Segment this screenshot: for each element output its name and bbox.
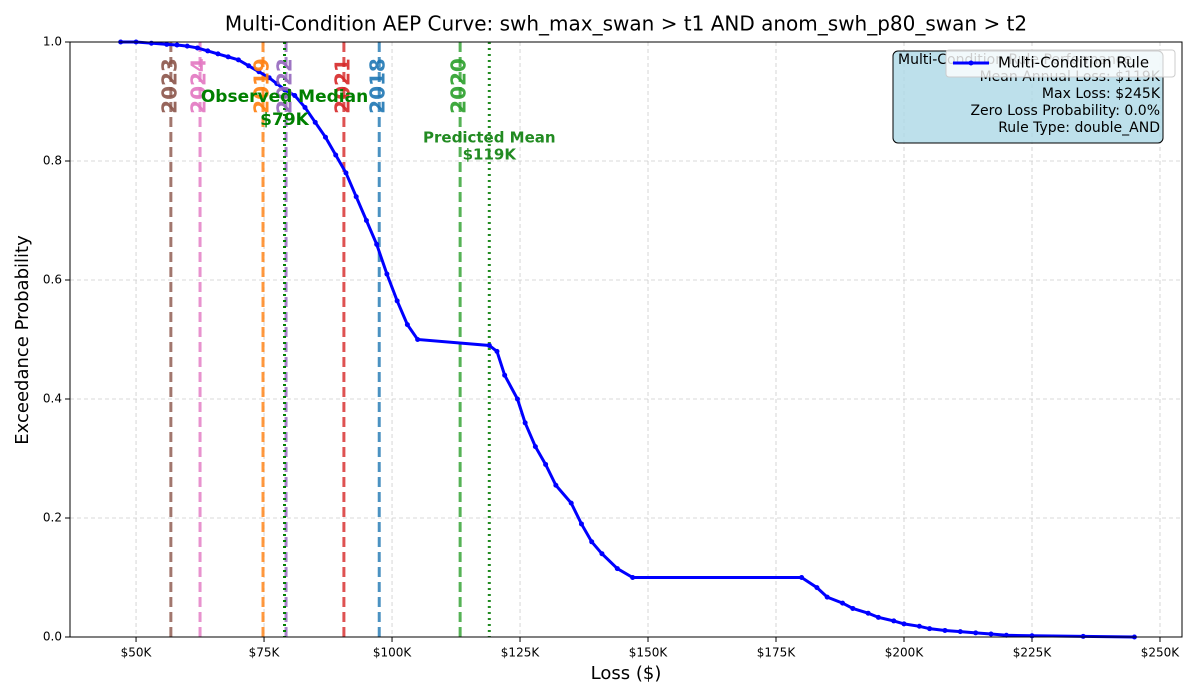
point	[901, 621, 907, 627]
stats-line: Zero Loss Probability: 0.0%	[970, 103, 1160, 119]
point	[404, 322, 410, 328]
point	[205, 48, 211, 54]
point	[927, 626, 933, 632]
x-tick-label: $100K	[373, 646, 413, 660]
point	[174, 42, 180, 48]
point	[865, 610, 871, 616]
point	[916, 623, 922, 629]
event-label: 2021	[330, 58, 354, 114]
point	[1080, 633, 1086, 639]
x-tick-label: $200K	[885, 646, 925, 660]
point	[353, 194, 359, 200]
y-tick-label: 1.0	[43, 35, 62, 49]
x-tick-label: $225K	[1013, 646, 1053, 660]
x-tick-label: $125K	[501, 646, 541, 660]
marker-label: Predicted Mean	[423, 129, 556, 147]
point	[312, 119, 318, 125]
legend-label: Multi-Condition Rule	[998, 54, 1149, 72]
point	[363, 218, 369, 223]
x-tick-label: $75K	[249, 646, 281, 660]
y-tick-label: 0.4	[43, 392, 62, 406]
event-label: 2022	[273, 58, 297, 114]
point	[322, 134, 328, 140]
marker-value: $79K	[260, 110, 309, 130]
point	[630, 575, 636, 580]
marker-value: $119K	[463, 146, 518, 164]
point	[502, 372, 508, 378]
point	[374, 241, 380, 247]
legend-marker	[968, 60, 974, 66]
point	[799, 575, 805, 580]
point	[824, 594, 830, 600]
point	[589, 539, 595, 545]
event-label: 2018	[366, 58, 390, 114]
point	[875, 614, 881, 620]
point	[599, 551, 605, 557]
point	[850, 605, 856, 611]
marker-label: Observed Median	[201, 87, 368, 107]
x-tick-label: $50K	[121, 646, 153, 660]
point	[235, 57, 241, 63]
point	[302, 104, 308, 110]
point	[1003, 632, 1009, 638]
point	[215, 51, 221, 57]
point	[194, 45, 200, 51]
point	[973, 630, 979, 636]
point	[333, 152, 339, 158]
y-tick-label: 0.8	[43, 154, 62, 168]
point	[840, 600, 846, 606]
point	[532, 444, 538, 450]
point	[891, 618, 897, 624]
point	[256, 69, 262, 75]
event-label: 2024	[187, 58, 211, 114]
event-label: 2019	[250, 58, 274, 114]
x-tick-label: $175K	[757, 646, 797, 660]
y-axis-label: Exceedance Probability	[12, 235, 33, 445]
point	[274, 81, 280, 87]
y-tick-label: 0.6	[43, 273, 62, 287]
point	[292, 93, 298, 99]
x-tick-label: $150K	[629, 646, 669, 660]
point	[486, 342, 492, 348]
point	[578, 521, 584, 527]
point	[942, 627, 948, 633]
point	[246, 63, 252, 69]
point	[553, 482, 559, 488]
stats-line: Rule Type: double_AND	[998, 120, 1160, 136]
point	[522, 420, 528, 426]
legend-box	[945, 49, 1176, 78]
point	[266, 75, 272, 81]
point	[282, 87, 288, 93]
chart-title: Multi-Condition AEP Curve: swh_max_swan …	[225, 12, 1027, 36]
point	[514, 396, 520, 402]
plot-frame	[69, 41, 1183, 638]
point	[957, 629, 963, 635]
y-tick-label: 0.0	[43, 630, 62, 644]
event-label: 2020	[447, 58, 471, 114]
x-axis-label: Loss ($)	[591, 663, 662, 684]
point	[184, 43, 190, 49]
point	[164, 41, 170, 47]
y-tick-label: 0.2	[43, 511, 62, 525]
point	[1029, 633, 1035, 639]
point	[225, 54, 231, 60]
point	[543, 461, 549, 467]
point	[568, 500, 574, 506]
point	[148, 40, 154, 46]
point	[384, 271, 390, 277]
point	[614, 566, 620, 572]
stats-line: Max Loss: $245K	[1042, 86, 1161, 102]
event-label: 2023	[157, 58, 181, 114]
point	[343, 170, 349, 176]
point	[494, 348, 500, 354]
point	[988, 631, 994, 637]
point	[814, 585, 820, 591]
point	[394, 298, 400, 304]
point	[415, 337, 421, 342]
x-tick-label: $250K	[1141, 646, 1181, 660]
